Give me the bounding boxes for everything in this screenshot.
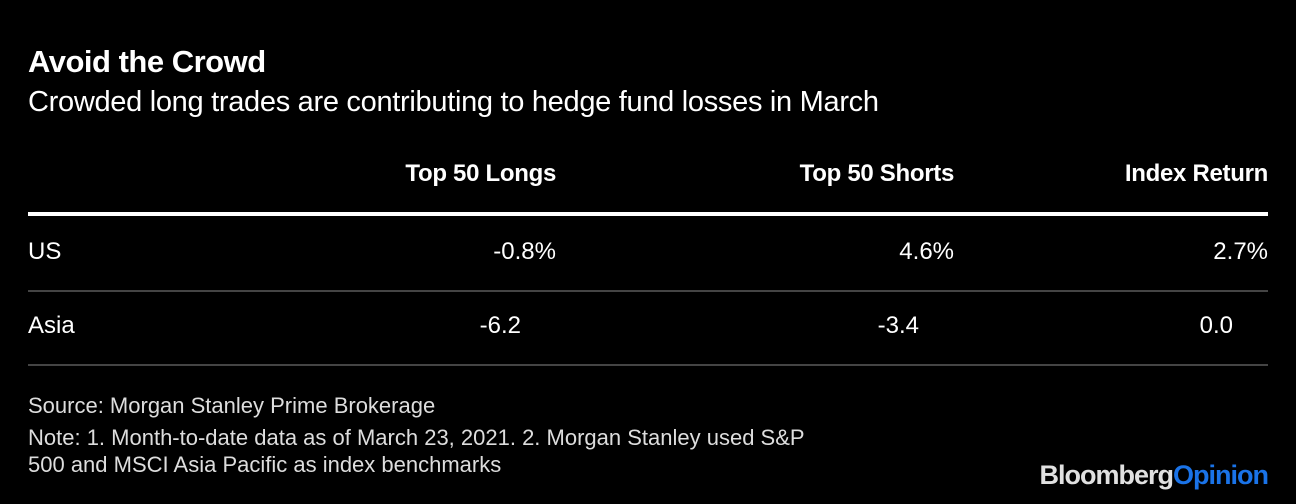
source-note: Source: Morgan Stanley Prime Brokerage: [28, 393, 436, 418]
header-divider: [28, 212, 1268, 216]
cell-index: 2.7%: [1213, 238, 1268, 265]
row-divider: [28, 364, 1268, 366]
column-header-index: Index Return: [1124, 160, 1268, 187]
cell-longs: -6.2: [479, 312, 521, 339]
cell-shorts: 4.6%: [899, 238, 954, 265]
row-label: Asia: [28, 312, 75, 339]
bloomberg-opinion-logo: BloombergOpinion: [1040, 460, 1269, 491]
table-row: US -0.8% 4.6% 2.7%: [28, 238, 1268, 278]
chart-subtitle: Crowded long trades are contributing to …: [28, 86, 879, 118]
chart-title: Avoid the Crowd: [28, 44, 266, 79]
column-header-longs: Top 50 Longs: [405, 160, 556, 187]
logo-opinion: Opinion: [1173, 460, 1269, 490]
footnote-continued: 500 and MSCI Asia Pacific as index bench…: [28, 452, 502, 477]
cell-longs: -0.8%: [493, 238, 556, 265]
column-header-shorts: Top 50 Shorts: [799, 160, 955, 187]
cell-shorts: -3.4: [877, 312, 919, 339]
logo-bloomberg: Bloomberg: [1039, 460, 1175, 490]
table-row: Asia -6.2 -3.4 0.0: [28, 312, 1268, 352]
footnote: Note: 1. Month-to-date data as of March …: [28, 425, 805, 450]
cell-index: 0.0: [1199, 312, 1233, 339]
row-divider: [28, 290, 1268, 292]
table-header: Top 50 Longs Top 50 Shorts Index Return: [28, 160, 1268, 200]
row-label: US: [28, 238, 62, 265]
